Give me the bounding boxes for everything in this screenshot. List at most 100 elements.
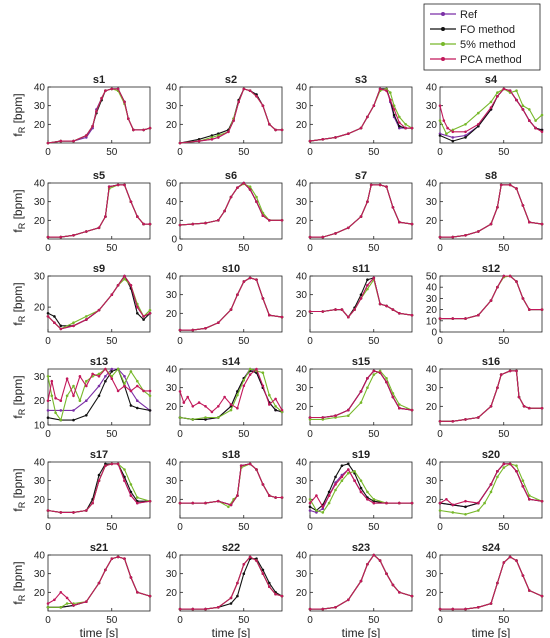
data-point-pca [438, 317, 442, 320]
data-point-fo [242, 572, 246, 575]
data-point-pca [359, 297, 363, 300]
x-tick-label: 0 [177, 522, 183, 533]
data-point-pca [540, 222, 544, 226]
data-point-pca [477, 501, 480, 505]
y-tick-label: 30 [296, 569, 308, 580]
x-tick-label: 50 [238, 336, 250, 347]
data-point-pca [97, 581, 101, 585]
data-point-pca [142, 222, 145, 226]
data-point-pca [378, 87, 382, 91]
data-point-pca [242, 563, 246, 566]
data-point-p5 [136, 496, 139, 499]
data-point-pca [268, 585, 271, 588]
data-point-p5 [123, 468, 126, 471]
x-tick-label: 50 [238, 429, 250, 440]
axes-box [47, 182, 151, 240]
data-point-pca [391, 395, 395, 399]
data-point-p5 [347, 414, 350, 418]
data-point-pca [534, 126, 537, 130]
y-axis-label: fR [bpm] [11, 189, 27, 232]
data-point-pca [378, 183, 382, 187]
data-point-p5 [217, 134, 220, 137]
data-point-pca [85, 384, 88, 388]
panel-s11: s11 0 50 20 30 40 [296, 263, 414, 347]
data-point-pca [204, 221, 207, 225]
y-tick-label: 40 [296, 458, 308, 469]
data-point-pca [248, 462, 252, 466]
panel-title: s6 [225, 170, 237, 182]
data-point-pca [148, 126, 152, 130]
data-point-pca [369, 183, 373, 187]
x-axis-label: time [s] [472, 626, 511, 638]
y-tick-label: 40 [166, 83, 178, 94]
axes-box [439, 182, 543, 240]
axes-box [179, 86, 283, 144]
y-tick-label: 30 [296, 476, 308, 487]
y-tick-label: 40 [166, 197, 178, 208]
y-tick-label: 40 [296, 551, 308, 562]
data-point-p5 [502, 466, 506, 469]
axes-box [309, 461, 413, 519]
y-tick-label: 20 [296, 402, 308, 413]
y-tick-label: 20 [166, 402, 178, 413]
x-tick-label: 50 [106, 147, 118, 158]
data-point-pca [398, 591, 401, 594]
data-point-p5 [353, 470, 356, 473]
x-tick-label: 0 [177, 429, 183, 440]
panel-title: s13 [90, 356, 108, 368]
x-tick-label: 0 [437, 522, 443, 533]
y-tick-label: 20 [426, 216, 438, 227]
legend-marker [441, 12, 445, 16]
panel-title: s15 [352, 356, 370, 368]
y-tick-label: 30 [426, 197, 438, 208]
data-point-pca [91, 372, 94, 376]
series-line-pca [179, 368, 283, 413]
y-tick-label: 20 [166, 120, 178, 131]
data-point-pca [239, 464, 243, 468]
data-point-fo [97, 394, 101, 398]
data-point-pca [116, 183, 120, 187]
data-point-pca [236, 186, 239, 189]
data-point-pca [347, 315, 350, 319]
data-point-pca [522, 405, 526, 408]
x-axis-label: time [s] [342, 626, 381, 638]
data-point-pca [464, 130, 467, 134]
y-tick-label: 20 [296, 309, 308, 320]
data-point-pca [242, 87, 246, 91]
data-point-pca [391, 206, 395, 209]
data-point-pca [398, 312, 401, 315]
x-tick-label: 0 [437, 147, 443, 158]
data-point-pca [321, 235, 325, 239]
data-point-pca [521, 297, 525, 300]
x-tick-label: 50 [238, 147, 250, 158]
data-point-pca [204, 327, 207, 330]
data-point-pca [255, 200, 258, 203]
data-point-pca [191, 328, 195, 332]
y-tick-label: 30 [426, 476, 438, 487]
data-point-pca [446, 126, 449, 130]
y-axis-label: fR [bpm] [11, 93, 27, 136]
data-point-pca [104, 464, 107, 468]
data-point-p5 [50, 394, 54, 398]
data-point-pca [191, 222, 195, 226]
data-point-fo [347, 462, 350, 466]
data-point-pca [308, 501, 312, 505]
y-tick-label: 0 [431, 328, 437, 339]
data-point-pca [97, 375, 101, 378]
x-tick-label: 0 [307, 243, 313, 254]
data-point-pca [274, 592, 277, 596]
data-point-pca [217, 405, 220, 408]
data-point-pca [477, 230, 480, 233]
data-point-pca [148, 594, 152, 598]
data-point-pca [496, 470, 499, 473]
data-point-pca [398, 406, 401, 410]
panel-title: s11 [352, 263, 370, 275]
data-point-p5 [385, 377, 388, 380]
y-tick-label: 40 [426, 179, 438, 190]
data-point-fo [229, 405, 233, 408]
data-point-pca [91, 124, 94, 128]
data-point-p5 [496, 91, 499, 94]
y-tick-label: 20 [296, 120, 308, 131]
series-line-pca [309, 88, 412, 142]
panel-title: s1 [93, 74, 105, 86]
